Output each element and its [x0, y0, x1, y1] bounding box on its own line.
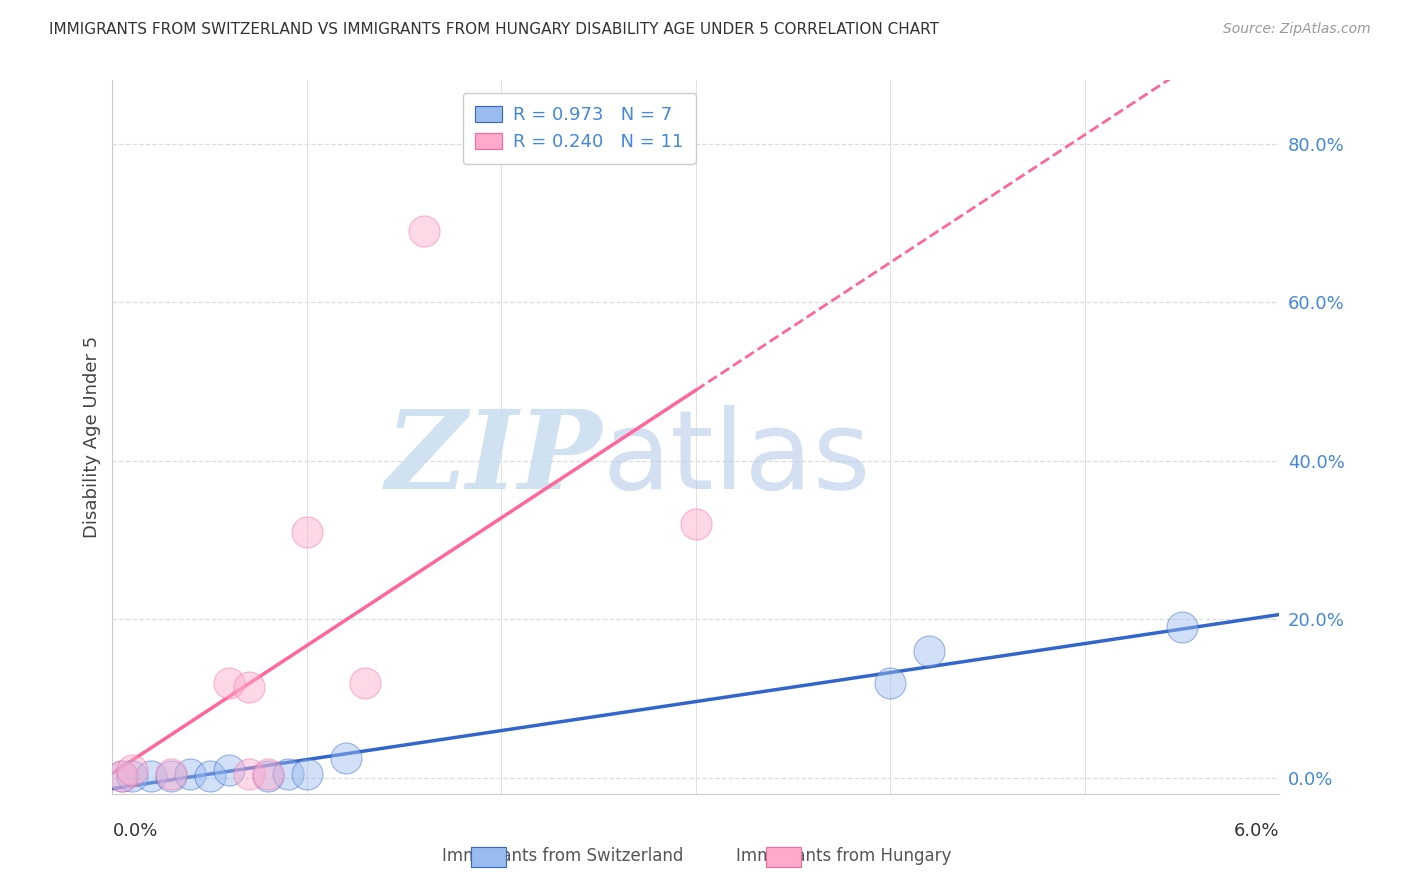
- Text: 6.0%: 6.0%: [1234, 822, 1279, 840]
- Point: [160, 767, 183, 781]
- Point: [354, 676, 377, 690]
- Point: [295, 767, 318, 781]
- Point: [141, 769, 163, 783]
- Text: Immigrants from Switzerland: Immigrants from Switzerland: [441, 847, 683, 865]
- Text: ZIP: ZIP: [387, 405, 603, 512]
- Point: [121, 769, 143, 783]
- Point: [412, 224, 434, 238]
- Point: [335, 751, 357, 765]
- Text: IMMIGRANTS FROM SWITZERLAND VS IMMIGRANTS FROM HUNGARY DISABILITY AGE UNDER 5 CO: IMMIGRANTS FROM SWITZERLAND VS IMMIGRANT…: [49, 22, 939, 37]
- Point: [295, 525, 318, 540]
- Text: 0.0%: 0.0%: [112, 822, 157, 840]
- Point: [160, 769, 183, 783]
- Point: [918, 644, 941, 658]
- Point: [276, 767, 298, 781]
- Point: [218, 676, 240, 690]
- Point: [121, 763, 143, 777]
- Text: Source: ZipAtlas.com: Source: ZipAtlas.com: [1223, 22, 1371, 37]
- Y-axis label: Disability Age Under 5: Disability Age Under 5: [83, 336, 101, 538]
- Text: atlas: atlas: [603, 405, 872, 512]
- Point: [238, 767, 260, 781]
- Text: Immigrants from Hungary: Immigrants from Hungary: [735, 847, 952, 865]
- Point: [1171, 620, 1194, 634]
- Point: [179, 767, 201, 781]
- Point: [198, 769, 221, 783]
- Point: [218, 763, 240, 777]
- Point: [879, 676, 901, 690]
- Point: [111, 769, 134, 783]
- Legend: R = 0.973   N = 7, R = 0.240   N = 11: R = 0.973 N = 7, R = 0.240 N = 11: [463, 93, 696, 164]
- Point: [257, 767, 280, 781]
- Point: [111, 769, 134, 783]
- Point: [257, 769, 280, 783]
- Point: [685, 517, 707, 532]
- Point: [238, 680, 260, 694]
